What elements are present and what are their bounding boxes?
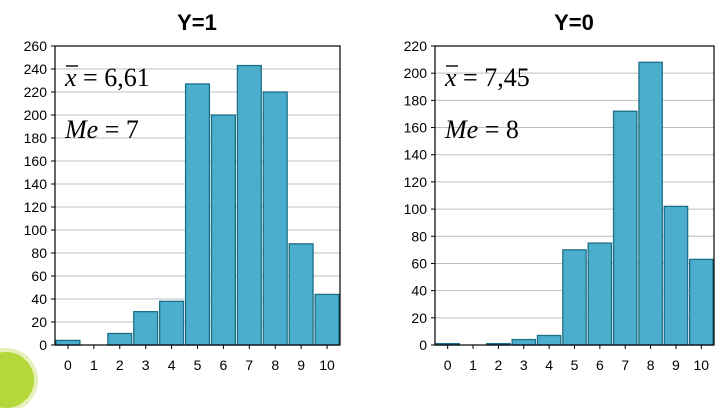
y-tick-label: 180: [24, 130, 48, 146]
y-tick-label: 160: [24, 153, 48, 169]
bar: [689, 258, 714, 346]
y-tick-label: 220: [24, 84, 48, 100]
y-tick-label: 120: [404, 174, 428, 190]
y-tick-label: 0: [419, 337, 427, 353]
bar: [262, 91, 288, 346]
y-tick-label: 240: [24, 61, 48, 77]
bar: [536, 334, 562, 346]
bar: [587, 242, 613, 346]
x-tick-label: 7: [621, 357, 629, 373]
x-tick-label: 7: [245, 357, 253, 373]
plot-frame: [54, 45, 341, 346]
chart-1: Y=1 0 20 40 60 80 100 120 140 160 180 200 220 240 260 0…: [24, 10, 341, 373]
x-tick-label: 6: [220, 357, 228, 373]
bar: [562, 249, 587, 346]
y-tick-label: 80: [31, 245, 47, 261]
bar: [184, 83, 211, 346]
x-tick-label: 4: [168, 357, 176, 373]
y-tick-label: 100: [404, 201, 428, 217]
x-tick-label: 3: [520, 357, 528, 373]
y-tick-label: 160: [404, 120, 428, 136]
x-tick-label: 0: [64, 357, 72, 373]
bar: [210, 114, 236, 346]
x-tick-label: 6: [596, 357, 604, 373]
plot-frame: [434, 45, 715, 346]
y-tick-label: 20: [411, 310, 427, 326]
bar: [288, 243, 314, 346]
bar: [638, 61, 663, 346]
x-tick-label: 10: [319, 357, 335, 373]
x-tick-label: 1: [469, 357, 477, 373]
bar: [612, 110, 638, 346]
mean-annotation: x = 7,45: [444, 63, 530, 92]
bar: [663, 205, 689, 346]
x-tick-label: 5: [194, 357, 202, 373]
chart-2: Y=0 0 20 40 60 80 100 120 140 160 180 200 220 0 1 2 3 4 5 6…: [404, 10, 715, 373]
bar: [236, 64, 262, 346]
y-tick-label: 100: [24, 222, 48, 238]
x-tick-label: 8: [647, 357, 655, 373]
y-tick-label: 20: [31, 314, 47, 330]
y-tick-label: 140: [404, 147, 428, 163]
chart-title: Y=0: [554, 10, 594, 35]
x-tick-label: 2: [495, 357, 503, 373]
mean-annotation: x = 6,61: [64, 63, 150, 92]
y-tick-label: 260: [24, 38, 48, 54]
bar: [314, 293, 340, 346]
x-tick-label: 9: [672, 357, 680, 373]
bar: [159, 300, 185, 346]
bar: [107, 332, 133, 346]
y-tick-label: 200: [404, 65, 428, 81]
x-tick-label: 2: [116, 357, 124, 373]
x-tick-label: 5: [571, 357, 579, 373]
median-annotation: Me = 7: [64, 115, 139, 144]
y-tick-label: 140: [24, 176, 48, 192]
x-tick-label: 0: [444, 357, 452, 373]
bar: [133, 310, 159, 346]
y-tick-label: 60: [411, 255, 427, 271]
bar: [511, 338, 537, 346]
x-tick-label: 10: [694, 357, 710, 373]
y-tick-label: 60: [31, 268, 47, 284]
y-tick-label: 40: [411, 283, 427, 299]
y-tick-label: 180: [404, 92, 428, 108]
x-tick-label: 8: [271, 357, 279, 373]
x-tick-label: 9: [297, 357, 305, 373]
y-tick-label: 40: [31, 291, 47, 307]
x-tick-label: 4: [545, 357, 553, 373]
histograms: Y=10204060801001201401601802002202402600…: [24, 10, 715, 373]
y-tick-label: 80: [411, 228, 427, 244]
y-tick-label: 0: [39, 337, 47, 353]
median-annotation: Me = 8: [444, 115, 519, 144]
y-tick-label: 120: [24, 199, 48, 215]
y-tick-label: 200: [24, 107, 48, 123]
x-tick-label: 1: [90, 357, 98, 373]
chart-title: Y=1: [177, 10, 217, 35]
bar: [55, 339, 81, 346]
x-tick-label: 3: [142, 357, 150, 373]
y-tick-label: 220: [404, 38, 428, 54]
